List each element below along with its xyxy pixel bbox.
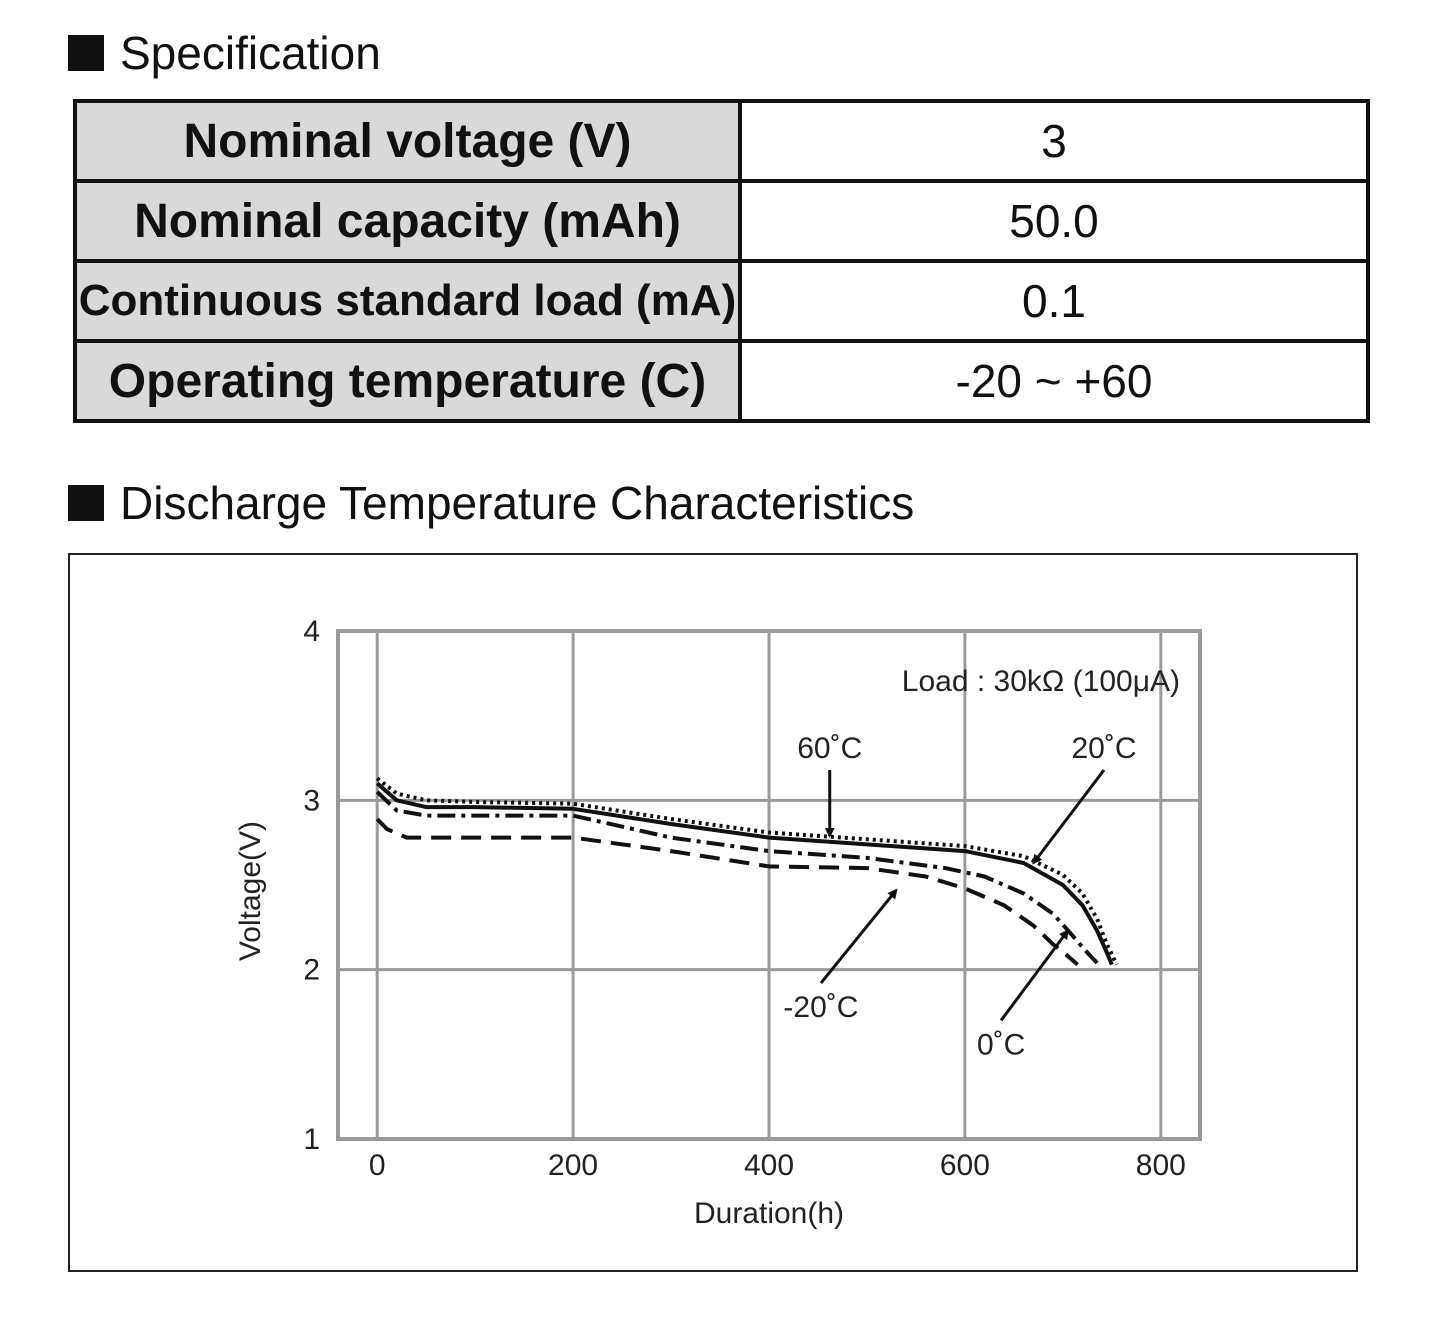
spec-section-heading: Specification <box>68 26 381 80</box>
spec-label: Operating temperature (C) <box>73 339 742 423</box>
callout-arrow-icon <box>1032 769 1106 865</box>
y-tick-label: 3 <box>303 784 320 817</box>
x-tick-label: 400 <box>744 1149 794 1182</box>
chart-section-heading: Discharge Temperature Characteristics <box>68 476 914 530</box>
spec-row-capacity: Nominal capacity (mAh) 50.0 <box>73 179 1370 263</box>
spec-value: 0.1 <box>738 259 1370 343</box>
spec-label: Continuous standard load (mA) <box>73 259 742 343</box>
load-annotation: Load : 30kΩ (100μA) <box>902 665 1180 698</box>
spec-row-voltage: Nominal voltage (V) 3 <box>73 99 1370 183</box>
x-tick-label: 0 <box>369 1149 386 1182</box>
spec-label: Nominal voltage (V) <box>73 99 742 183</box>
plot-area-border <box>336 629 1202 1141</box>
series-callout-label: 0˚C <box>977 1028 1025 1061</box>
y-tick-label: 4 <box>303 615 320 648</box>
series-line-dashed <box>375 817 1079 967</box>
spec-value: 50.0 <box>738 179 1370 263</box>
y-tick-label: 2 <box>303 954 320 987</box>
x-tick-label: 200 <box>548 1149 598 1182</box>
spec-value: 3 <box>738 99 1370 183</box>
series-line-dotted <box>375 776 1119 966</box>
series-callout-label: 60˚C <box>797 732 862 765</box>
discharge-chart: 0 200 400 600 800 1 2 3 4 Duration(h) Voltage(V) Lo… <box>234 615 1202 1230</box>
square-bullet-icon <box>68 35 104 71</box>
series-callout-label: -20˚C <box>783 991 858 1024</box>
spec-row-load: Continuous standard load (mA) 0.1 <box>73 259 1370 343</box>
spec-section-title: Specification <box>120 27 381 79</box>
series-line-dashdot <box>375 790 1099 965</box>
square-bullet-icon <box>68 485 104 521</box>
series-line-solid <box>375 781 1114 966</box>
y-tick-label: 1 <box>303 1123 320 1156</box>
spec-label: Nominal capacity (mAh) <box>73 179 742 263</box>
x-tick-label: 800 <box>1136 1149 1186 1182</box>
spec-table: Nominal voltage (V) 3 Nominal capacity (… <box>73 99 1370 423</box>
y-axis-label: Voltage(V) <box>234 821 267 961</box>
chart-section-title: Discharge Temperature Characteristics <box>120 477 915 529</box>
series-callout-label: 20˚C <box>1071 732 1136 765</box>
discharge-chart-frame: 0 200 400 600 800 1 2 3 4 Duration(h) Voltage(V) Lo… <box>68 553 1358 1272</box>
x-tick-label: 600 <box>940 1149 990 1182</box>
spec-value: -20 ~ +60 <box>738 339 1370 423</box>
callout-arrow-icon <box>999 929 1069 1022</box>
x-axis-label: Duration(h) <box>694 1197 844 1230</box>
callout-arrow-icon <box>819 888 898 985</box>
spec-row-temperature: Operating temperature (C) -20 ~ +60 <box>73 339 1370 423</box>
